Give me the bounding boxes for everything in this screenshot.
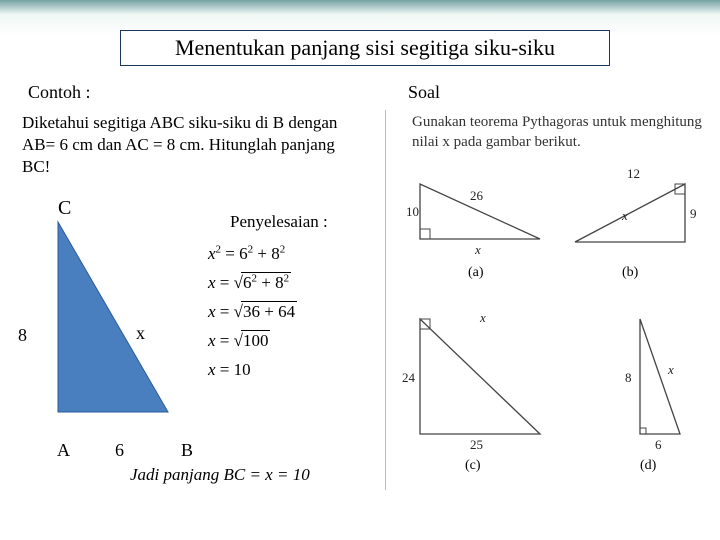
- page-title: Menentukan panjang sisi segitiga siku-si…: [120, 30, 610, 66]
- solution-label: Penyelesaian :: [230, 212, 328, 232]
- fig-d-base: 6: [655, 437, 662, 452]
- triangle-diagram: [28, 202, 178, 432]
- figure-d: 8 6 x (d): [580, 304, 710, 474]
- fig-a-base: x: [474, 242, 481, 257]
- section-label-contoh: Contoh :: [28, 82, 91, 103]
- triangle-label-a: A: [57, 440, 70, 461]
- fig-a-left: 10: [406, 204, 419, 219]
- vertical-divider: [385, 110, 386, 490]
- right-instruction: Gunakan teorema Pythagoras untuk menghit…: [412, 113, 707, 152]
- equations-block: x2 = 62 + 82 x = √62 + 82 x = √36 + 64 x…: [208, 240, 297, 384]
- problem-text: Diketahui segitiga ABC siku-siku di B de…: [22, 112, 352, 178]
- fig-b-caption: (b): [622, 265, 639, 280]
- fig-d-left: 8: [625, 370, 632, 385]
- fig-b-hyp: x: [621, 208, 628, 223]
- final-answer: Jadi panjang BC = x = 10: [130, 465, 310, 485]
- fig-c-base: 25: [470, 437, 483, 452]
- triangle-side-6: 6: [115, 440, 124, 461]
- figure-c: 24 25 x (c): [400, 304, 560, 474]
- triangle-label-b: B: [181, 440, 193, 461]
- equation-4: x = √100: [208, 327, 297, 356]
- figures-area: 10 26 x (a) 12 9 x (b) 24 25 x (c) 8 6 x…: [400, 164, 710, 504]
- fig-d-caption: (d): [640, 458, 657, 473]
- triangle-shape: [58, 222, 168, 412]
- equation-1: x2 = 62 + 82: [208, 240, 297, 269]
- figure-a: 10 26 x (a): [400, 164, 550, 284]
- fig-c-left: 24: [402, 370, 416, 385]
- fig-a-caption: (a): [468, 265, 484, 280]
- section-label-soal: Soal: [408, 82, 440, 103]
- equation-3: x = √36 + 64: [208, 298, 297, 327]
- fig-b-top: 12: [627, 166, 640, 181]
- figure-b: 12 9 x (b): [560, 164, 710, 284]
- fig-d-hyp: x: [667, 362, 674, 377]
- equation-2: x = √62 + 82: [208, 269, 297, 298]
- fig-b-right: 9: [690, 206, 697, 221]
- triangle-side-8: 8: [18, 325, 27, 346]
- triangle-hypotenuse-x: x: [136, 323, 145, 344]
- fig-c-caption: (c): [465, 458, 481, 473]
- fig-c-top: x: [479, 310, 486, 325]
- fig-a-hyp: 26: [470, 188, 484, 203]
- equation-5: x = 10: [208, 356, 297, 385]
- triangle-label-c: C: [58, 197, 71, 220]
